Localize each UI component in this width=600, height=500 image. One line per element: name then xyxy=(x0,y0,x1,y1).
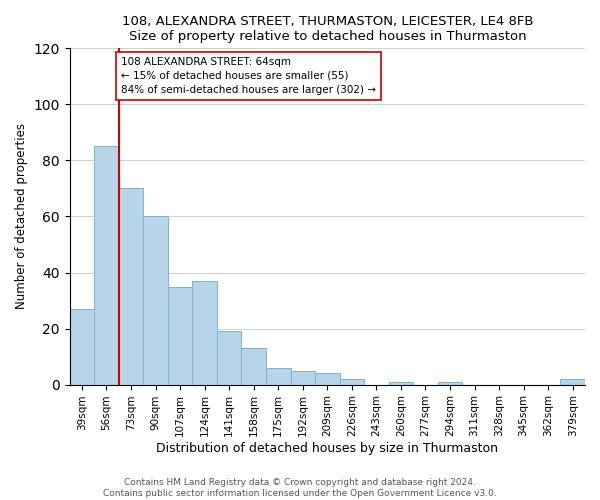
Bar xyxy=(119,188,143,384)
Bar xyxy=(193,281,217,384)
Bar xyxy=(389,382,413,384)
Bar xyxy=(168,286,193,384)
Bar xyxy=(241,348,266,385)
Text: 108 ALEXANDRA STREET: 64sqm
← 15% of detached houses are smaller (55)
84% of sem: 108 ALEXANDRA STREET: 64sqm ← 15% of det… xyxy=(121,56,376,94)
X-axis label: Distribution of detached houses by size in Thurmaston: Distribution of detached houses by size … xyxy=(157,442,499,455)
Bar xyxy=(340,379,364,384)
Bar xyxy=(70,309,94,384)
Text: Contains HM Land Registry data © Crown copyright and database right 2024.
Contai: Contains HM Land Registry data © Crown c… xyxy=(103,478,497,498)
Y-axis label: Number of detached properties: Number of detached properties xyxy=(15,124,28,310)
Bar xyxy=(560,379,585,384)
Bar xyxy=(143,216,168,384)
Bar xyxy=(290,370,315,384)
Bar xyxy=(315,374,340,384)
Bar xyxy=(94,146,119,384)
Bar xyxy=(266,368,290,384)
Bar xyxy=(217,332,241,384)
Bar xyxy=(438,382,462,384)
Title: 108, ALEXANDRA STREET, THURMASTON, LEICESTER, LE4 8FB
Size of property relative : 108, ALEXANDRA STREET, THURMASTON, LEICE… xyxy=(122,15,533,43)
